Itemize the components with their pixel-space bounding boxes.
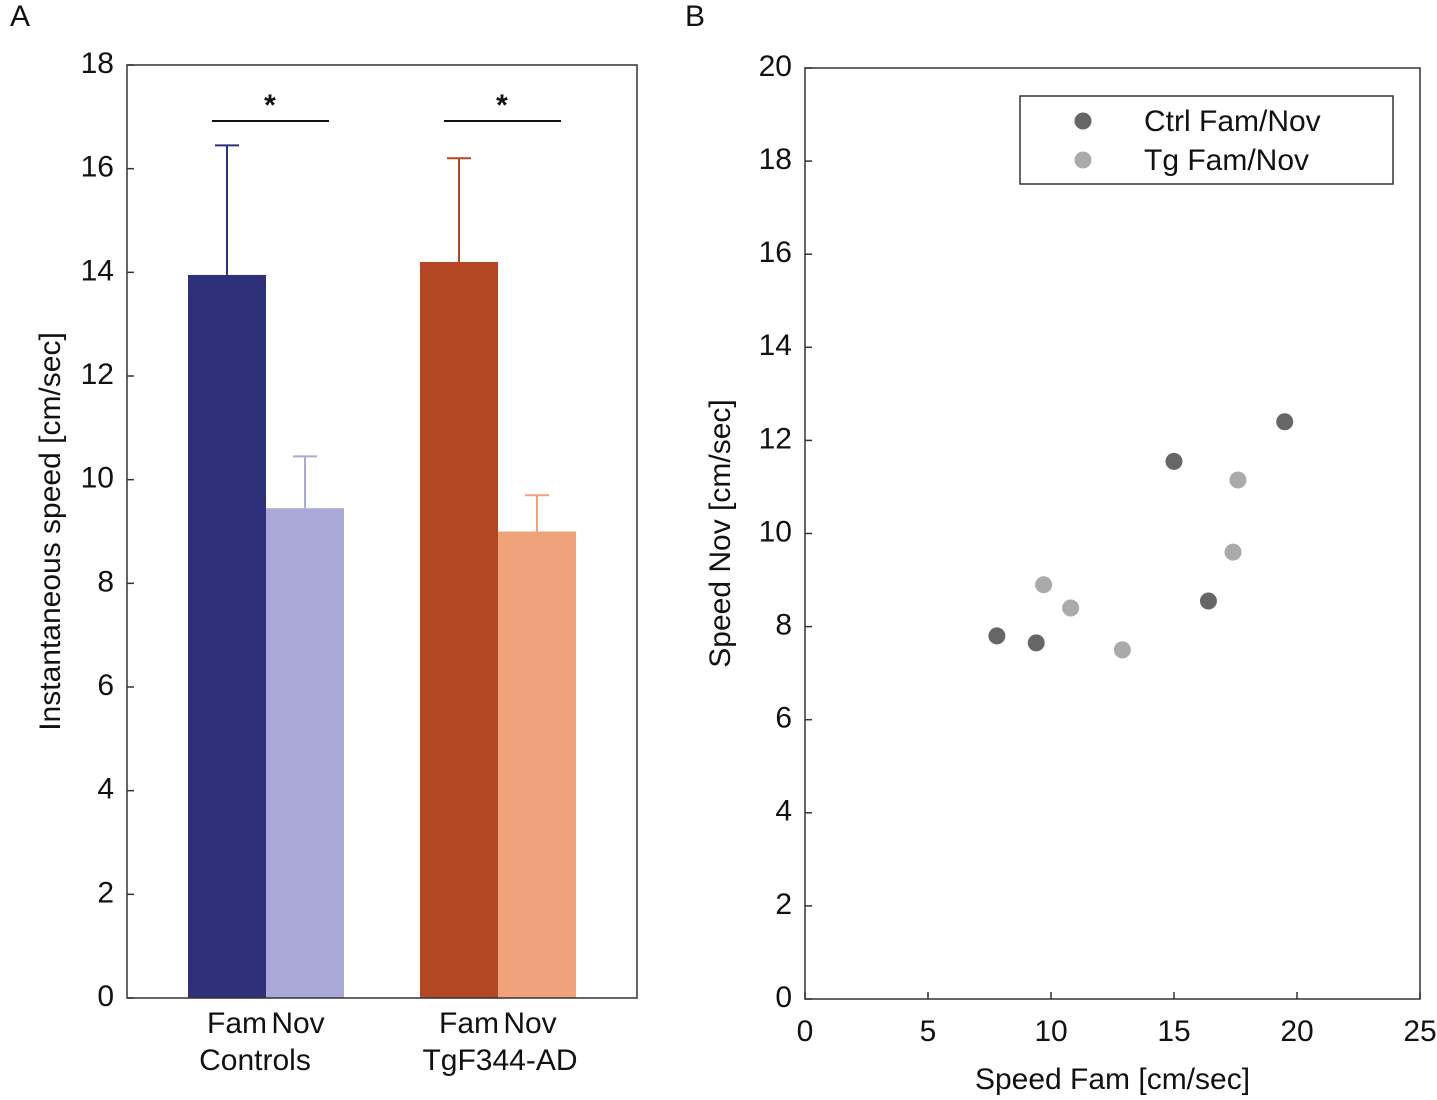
y-tick-label: 18 — [759, 143, 792, 176]
x-tick-label: 20 — [1280, 1015, 1313, 1048]
bar — [188, 274, 266, 998]
plot-frame — [804, 67, 1421, 1000]
y-tick-label: 8 — [97, 565, 114, 598]
scatter-point — [1165, 452, 1183, 470]
legend-label: Ctrl Fam/Nov — [1144, 105, 1321, 138]
y-tick-label: 4 — [775, 795, 792, 828]
scatter-point — [1276, 413, 1294, 431]
scatter-point — [1113, 641, 1131, 659]
y-tick-label: 16 — [759, 236, 792, 269]
y-tick-label: 18 — [81, 47, 114, 80]
y-tick-label: 8 — [775, 609, 792, 642]
legend-box — [1019, 95, 1394, 185]
x-tick-label: 10 — [1034, 1015, 1067, 1048]
y-axis-label: Instantaneous speed [cm/sec] — [34, 332, 67, 731]
x-axis-label: Speed Fam [cm/sec] — [975, 1063, 1250, 1096]
scatter-point — [1224, 543, 1242, 561]
scatter-point — [988, 627, 1006, 645]
x-group-label: Controls — [199, 1044, 311, 1077]
scatter-point — [1199, 592, 1217, 610]
panel-label: A — [10, 0, 30, 33]
y-tick-label: 14 — [81, 254, 114, 287]
legend-marker — [1074, 112, 1092, 130]
y-tick-label: 10 — [81, 462, 114, 495]
y-tick-label: 20 — [759, 50, 792, 83]
scatter-point — [1027, 634, 1045, 652]
panel-label: B — [685, 0, 705, 33]
y-tick-label: 12 — [81, 358, 114, 391]
x-tick-label: 0 — [797, 1015, 814, 1048]
bar — [266, 508, 344, 998]
y-tick-label: 10 — [759, 515, 792, 548]
scatter-point — [1035, 576, 1053, 594]
scatter-point — [1062, 599, 1080, 617]
y-tick-label: 0 — [97, 980, 114, 1013]
bar — [498, 531, 576, 998]
x-tick-label: Nov — [271, 1007, 324, 1040]
y-tick-label: 6 — [775, 702, 792, 735]
scatter-point — [1229, 471, 1247, 489]
y-tick-label: 4 — [97, 773, 114, 806]
y-tick-label: 6 — [97, 669, 114, 702]
y-tick-label: 12 — [759, 422, 792, 455]
x-tick-label: Fam — [439, 1007, 499, 1040]
legend-label: Tg Fam/Nov — [1144, 144, 1309, 177]
significance-label: * — [264, 89, 276, 122]
significance-label: * — [496, 89, 508, 122]
y-axis-label: Speed Nov [cm/sec] — [704, 399, 737, 667]
x-tick-label: 15 — [1157, 1015, 1190, 1048]
x-tick-label: 5 — [920, 1015, 937, 1048]
y-tick-label: 0 — [775, 981, 792, 1014]
plot-frame — [126, 64, 638, 999]
y-tick-label: 16 — [81, 151, 114, 184]
y-tick-label: 2 — [775, 888, 792, 921]
x-group-label: TgF344-AD — [422, 1044, 577, 1077]
x-tick-label: Nov — [503, 1007, 556, 1040]
y-tick-label: 14 — [759, 329, 792, 362]
bar — [420, 261, 498, 998]
legend-marker — [1074, 151, 1092, 169]
y-tick-label: 2 — [97, 876, 114, 909]
x-tick-label: Fam — [207, 1007, 267, 1040]
x-tick-label: 25 — [1403, 1015, 1436, 1048]
